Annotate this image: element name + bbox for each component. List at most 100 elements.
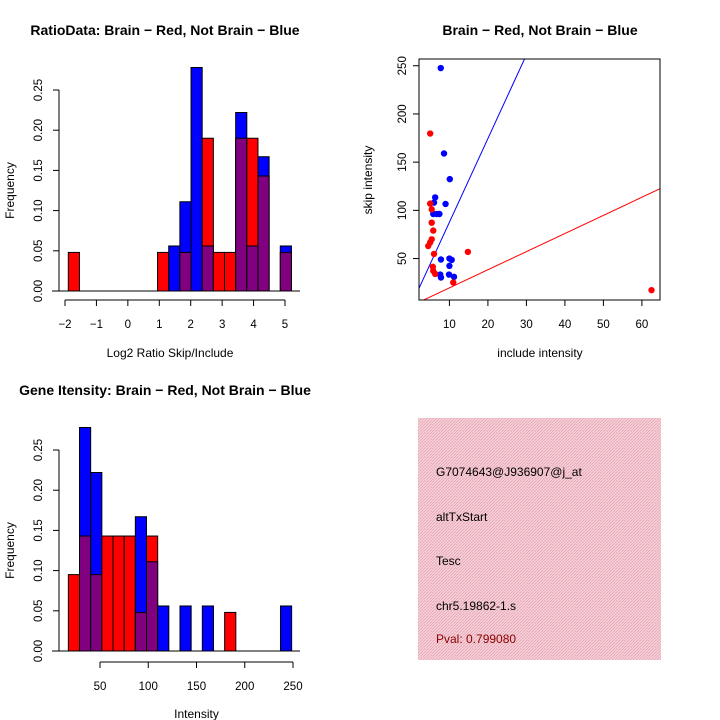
- brain-bar: [101, 535, 114, 652]
- brain-point: [426, 200, 434, 207]
- overlap-bar: [90, 574, 103, 652]
- y-tick-label: 0.00: [33, 640, 45, 662]
- x-tick-label: 250: [283, 681, 302, 693]
- brain-point: [428, 206, 435, 213]
- x-tick-label: 4: [250, 319, 257, 331]
- overlap-bar: [79, 535, 92, 652]
- y-tick-label: 250: [397, 56, 409, 75]
- brain-point: [430, 250, 438, 258]
- y-axis-label: skip intensity: [361, 146, 375, 215]
- y-tick-label: 0.25: [33, 79, 45, 101]
- x-tick-label: −2: [58, 319, 71, 331]
- brain-point: [425, 242, 432, 250]
- brain-point: [428, 219, 435, 226]
- y-tick-label: 0.15: [33, 159, 45, 181]
- x-tick-label: 50: [597, 319, 610, 331]
- info-panel: G7074643@J936907@j_at altTxStart Tesc ch…: [418, 418, 661, 660]
- chart-title: Gene Itensity: Brain − Red, Not Brain − …: [19, 382, 311, 398]
- brain-point: [430, 227, 437, 234]
- gene-name: Tesc: [436, 554, 461, 568]
- overlap-bar: [246, 245, 259, 292]
- not-brain-point: [437, 274, 445, 281]
- not-brain-point: [450, 273, 458, 281]
- location: chr5.19862-1.s: [436, 599, 516, 613]
- not-brain-point: [448, 256, 455, 264]
- plot-frame: [418, 58, 661, 301]
- brain-bar: [212, 251, 225, 292]
- x-tick-label: 150: [187, 681, 206, 693]
- not-brain-bar: [190, 66, 203, 292]
- y-axis-label: Frequency: [3, 522, 17, 579]
- brain-point: [450, 279, 457, 286]
- overlap-bar: [179, 251, 192, 292]
- y-tick-label: 50: [397, 252, 409, 265]
- x-tick-label: 10: [443, 319, 456, 331]
- event-type: altTxStart: [436, 510, 488, 524]
- x-tick-label: 20: [482, 319, 495, 331]
- y-tick-label: 0.20: [33, 119, 45, 141]
- y-tick-label: 0.15: [33, 519, 45, 541]
- not-brain-point: [442, 200, 449, 208]
- y-tick-label: 0.00: [33, 280, 45, 302]
- overlap-bar: [146, 561, 159, 652]
- y-tick-label: 0.10: [33, 559, 45, 581]
- not-brain-point: [440, 150, 448, 157]
- x-tick-label: 50: [94, 681, 107, 693]
- chart-title: RatioData: Brain − Red, Not Brain − Blue: [30, 22, 299, 38]
- pval: Pval: 0.799080: [436, 632, 516, 646]
- x-tick-label: 30: [520, 319, 533, 331]
- y-tick-label: 0.20: [33, 479, 45, 501]
- brain-bar: [224, 251, 237, 292]
- y-tick-label: 100: [397, 201, 409, 220]
- info-panel-background: [418, 418, 661, 660]
- not-brain-point: [437, 64, 444, 72]
- not-brain-bar: [201, 605, 214, 652]
- overlap-bar: [134, 611, 148, 652]
- overlap-bar: [279, 251, 292, 292]
- y-tick-label: 150: [397, 153, 409, 172]
- not-brain-point: [446, 262, 453, 270]
- x-tick-label: −1: [90, 319, 103, 331]
- not-brain-fit-line: [419, 59, 526, 289]
- brain-bar: [123, 535, 136, 652]
- x-tick-label: 3: [219, 319, 225, 331]
- not-brain-bar: [168, 245, 181, 292]
- x-tick-label: 200: [235, 681, 254, 693]
- not-brain-point: [445, 271, 453, 278]
- probe-id: G7074643@J936907@j_at: [436, 465, 582, 479]
- y-tick-label: 0.25: [33, 439, 45, 461]
- not-brain-bar: [279, 605, 293, 652]
- x-axis-label: Log2 Ratio Skip/Include: [107, 346, 234, 360]
- not-brain-point: [446, 175, 453, 183]
- not-brain-bar: [179, 605, 192, 652]
- brain-bar: [67, 251, 80, 292]
- x-axis-label: include intensity: [497, 346, 582, 360]
- x-axis-label: Intensity: [174, 707, 219, 720]
- brain-point: [464, 248, 472, 256]
- overlap-bar: [201, 245, 214, 292]
- x-tick-label: 60: [636, 319, 649, 331]
- overlap-bar: [257, 175, 270, 292]
- not-brain-point: [431, 194, 439, 201]
- ratio-histogram: RatioData: Brain − Red, Not Brain − Blue…: [3, 22, 300, 360]
- intensity-scatter-plot: Brain − Red, Not Brain − Blue include int…: [361, 22, 661, 360]
- x-tick-label: 100: [139, 681, 158, 693]
- brain-point: [426, 130, 434, 137]
- x-tick-label: 1: [156, 319, 162, 331]
- brain-point: [648, 286, 655, 294]
- x-tick-label: 40: [559, 319, 572, 331]
- y-axis-label: Frequency: [3, 162, 17, 219]
- not-brain-bar: [157, 605, 170, 652]
- brain-point: [431, 270, 439, 278]
- y-tick-label: 0.05: [33, 240, 45, 262]
- y-tick-label: 0.05: [33, 600, 45, 622]
- x-tick-label: 2: [188, 319, 194, 331]
- overlap-bar: [235, 137, 248, 292]
- brain-bar: [112, 535, 125, 652]
- y-tick-label: 200: [397, 104, 409, 123]
- gene-intensity-histogram: Gene Itensity: Brain − Red, Not Brain − …: [3, 382, 311, 720]
- x-tick-label: 0: [125, 319, 131, 331]
- brain-fit-line: [422, 188, 660, 300]
